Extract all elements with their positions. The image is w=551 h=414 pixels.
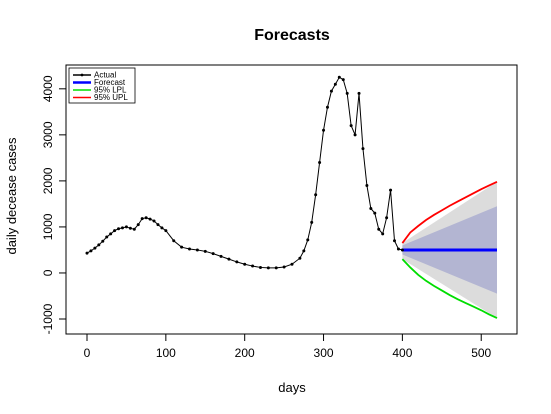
data-point [219, 254, 223, 258]
data-point [400, 248, 404, 252]
data-point [396, 247, 400, 251]
data-point [109, 232, 113, 236]
data-point [85, 251, 89, 255]
data-point [160, 226, 164, 230]
legend-label-95-lpl: 95% LPL [94, 86, 127, 95]
data-point [227, 257, 231, 261]
data-point [369, 207, 373, 211]
series-lines [86, 76, 498, 319]
legend-label-actual: Actual [94, 71, 116, 80]
data-point [93, 246, 97, 250]
data-point [282, 265, 286, 269]
y-tick-label: 2000 [41, 167, 55, 194]
data-point [148, 217, 152, 221]
x-tick-label: 300 [314, 346, 334, 360]
x-tick-label: 0 [84, 346, 91, 360]
legend-label-95-upl: 95% UPL [94, 93, 128, 102]
series-line-actual [86, 76, 403, 269]
data-point [318, 160, 322, 164]
data-point [172, 239, 176, 243]
data-point [136, 223, 140, 227]
data-point [266, 266, 270, 270]
data-point [251, 264, 255, 268]
data-point [341, 78, 345, 82]
data-point [140, 217, 144, 221]
data-point [306, 238, 310, 242]
data-point [353, 133, 357, 137]
data-point [349, 124, 353, 128]
data-point [310, 220, 314, 224]
data-point [337, 75, 341, 79]
data-point [333, 82, 337, 86]
data-point [97, 243, 101, 247]
data-point [329, 89, 333, 93]
data-point [302, 249, 306, 253]
y-tick-label: 4000 [41, 75, 55, 102]
data-point [325, 105, 329, 109]
data-point [144, 216, 148, 220]
data-point [152, 219, 156, 223]
data-point [389, 188, 393, 192]
data-point [195, 248, 199, 252]
data-point [180, 245, 184, 249]
data-point [373, 211, 377, 215]
data-point [188, 247, 191, 251]
data-point [357, 91, 361, 95]
chart-title: Forecasts [254, 27, 330, 44]
x-tick-label: 400 [392, 346, 412, 360]
y-axis: -1000 0 1000 2000 3000 4000 [41, 75, 67, 334]
data-point [113, 229, 117, 233]
data-point [322, 128, 326, 132]
data-point [361, 147, 365, 151]
data-point [211, 252, 215, 256]
data-point [235, 260, 239, 264]
x-tick-label: 500 [471, 346, 491, 360]
data-point [164, 229, 168, 233]
y-axis-label: daily decease cases [4, 137, 19, 255]
legend-marker-actual [80, 73, 84, 77]
data-point [117, 227, 121, 231]
data-point [314, 193, 318, 197]
data-point [385, 216, 389, 220]
data-point [156, 223, 160, 227]
data-point [258, 265, 262, 269]
series-line-95-upl [401, 180, 498, 244]
data-point [132, 227, 136, 231]
data-point [128, 226, 132, 230]
data-point [203, 249, 207, 253]
y-tick-label: 1000 [41, 213, 55, 240]
actual-points [85, 75, 404, 270]
legend-label-forecast: Forecast [94, 78, 126, 87]
data-point [377, 227, 381, 231]
plot-area-frame [65, 64, 518, 335]
data-point [365, 183, 369, 187]
data-point [393, 239, 396, 243]
y-tick-label: 3000 [41, 121, 55, 148]
data-point [345, 91, 349, 95]
data-point [124, 225, 128, 229]
data-point [290, 262, 294, 266]
x-axis-label: days [278, 380, 306, 395]
data-point [381, 232, 385, 236]
x-tick-label: 200 [235, 346, 255, 360]
data-point [101, 239, 105, 243]
data-point [274, 266, 278, 270]
data-point [243, 262, 247, 266]
data-point [298, 256, 302, 260]
data-point [89, 249, 93, 253]
data-point [105, 235, 109, 239]
y-tick-label: -1000 [41, 303, 55, 334]
data-point [120, 226, 124, 230]
x-tick-label: 100 [156, 346, 176, 360]
series-line-95-lpl [401, 258, 498, 319]
y-tick-label: 0 [41, 269, 55, 276]
x-axis: 0 100 200 300 400 500 [84, 333, 492, 360]
